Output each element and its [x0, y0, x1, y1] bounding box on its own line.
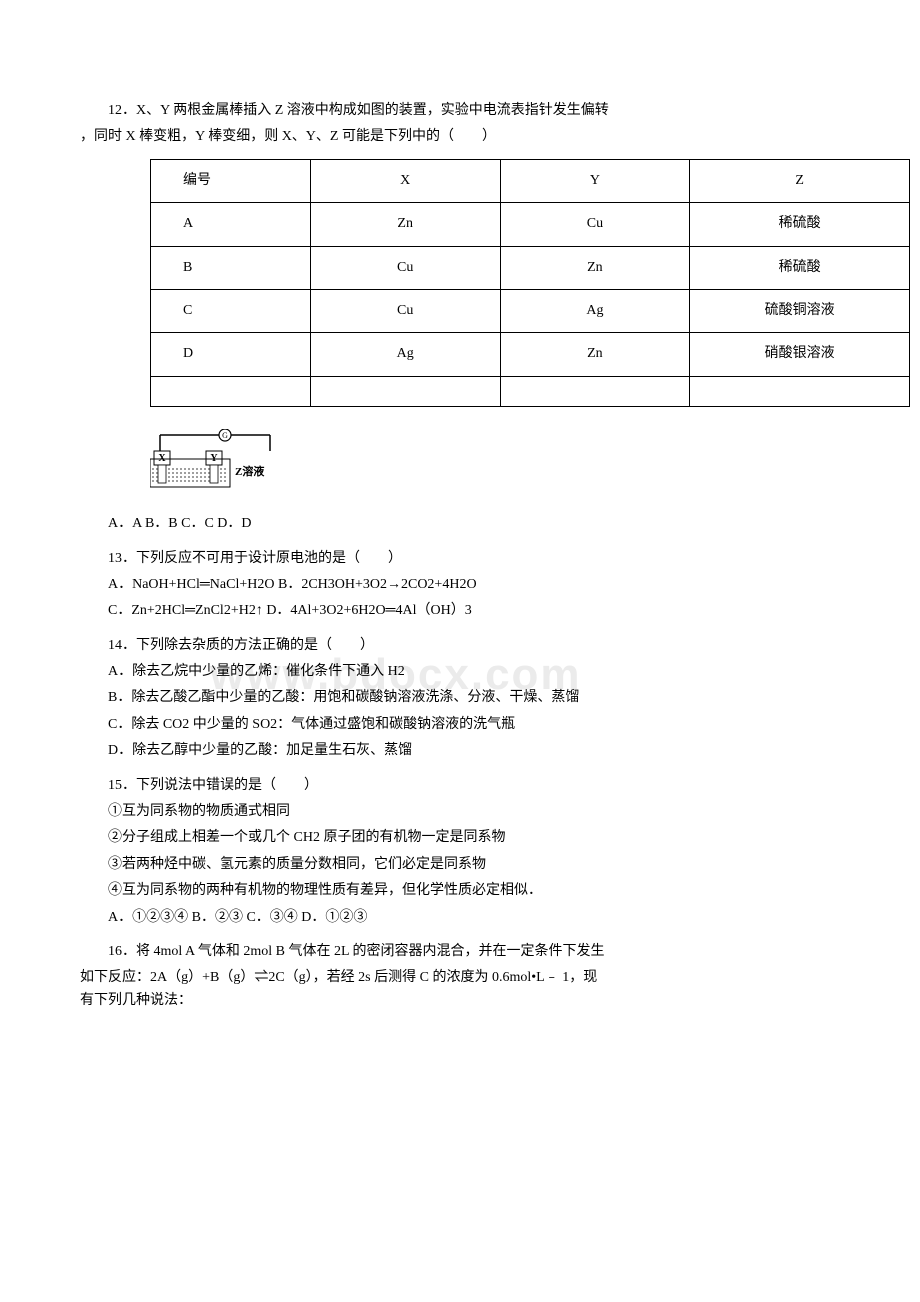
table-row: D Ag Zn 硝酸银溶液 [151, 333, 910, 376]
table-empty-row [151, 376, 910, 406]
q16-line1: 16．将 4mol A 气体和 2mol B 气体在 2L 的密闭容器内混合，并… [80, 941, 840, 963]
cell-z: 稀硫酸 [690, 203, 910, 246]
cell-x: Zn [310, 203, 500, 246]
q16-line3: 有下列几种说法： [80, 990, 840, 1012]
q14-stem: 14．下列除去杂质的方法正确的是（ ） [80, 635, 840, 657]
q12-intro-2: ，同时 X 棒变粗，Y 棒变细，则 X、Y、Z 可能是下列中的（ ） [80, 126, 840, 148]
empty-cell [151, 376, 311, 406]
cell-id: C [151, 289, 311, 332]
q13-line1: A．NaOH+HCl═NaCl+H2O B．2CH3OH+3O2→2CO2+4H… [80, 574, 840, 596]
q14-optA: A．除去乙烷中少量的乙烯：催化条件下通入 H2 [80, 661, 840, 683]
q15-s3: ③若两种烃中碳、氢元素的质量分数相同，它们必定是同系物 [80, 854, 840, 876]
cell-x: Cu [310, 289, 500, 332]
q15-options: A．①②③④ B．②③ C．③④ D．①②③ [80, 907, 840, 929]
cell-y: Ag [500, 289, 690, 332]
q14-optD: D．除去乙醇中少量的乙酸：加足量生石灰、蒸馏 [80, 740, 840, 762]
circuit-diagram: G X Y Z溶液 [150, 429, 310, 493]
q14-optB: B．除去乙酸乙酯中少量的乙酸：用饱和碳酸钠溶液洗涤、分液、干燥、蒸馏 [80, 687, 840, 709]
cell-id: D [151, 333, 311, 376]
q12-intro-1: 12．X、Y 两根金属棒插入 Z 溶液中构成如图的装置，实验中电流表指针发生偏转 [80, 100, 840, 122]
q15-s1: ①互为同系物的物质通式相同 [80, 801, 840, 823]
q15-s4: ④互为同系物的两种有机物的物理性质有差异，但化学性质必定相似． [80, 880, 840, 902]
cell-id: B [151, 246, 311, 289]
q15-stem: 15．下列说法中错误的是（ ） [80, 775, 840, 797]
cell-x: Cu [310, 246, 500, 289]
empty-cell [310, 376, 500, 406]
ammeter-label: G [222, 431, 228, 440]
cell-x: Ag [310, 333, 500, 376]
q12-table: 编号 X Y Z A Zn Cu 稀硫酸 B Cu Zn 稀硫酸 C Cu Ag… [150, 159, 910, 407]
cell-id: A [151, 203, 311, 246]
table-header-row: 编号 X Y Z [151, 159, 910, 202]
solution-label: Z溶液 [235, 464, 265, 478]
q14-optC: C．除去 CO2 中少量的 SO2：气体通过盛饱和碳酸钠溶液的洗气瓶 [80, 714, 840, 736]
cell-z: 稀硫酸 [690, 246, 910, 289]
q15-s2: ②分子组成上相差一个或几个 CH2 原子团的有机物一定是同系物 [80, 827, 840, 849]
q16-line2: 如下反应：2A（g）+B（g）⇌2C（g），若经 2s 后测得 C 的浓度为 0… [80, 967, 840, 989]
cell-z: 硝酸银溶液 [690, 333, 910, 376]
empty-cell [690, 376, 910, 406]
table-row: B Cu Zn 稀硫酸 [151, 246, 910, 289]
table-row: C Cu Ag 硫酸铜溶液 [151, 289, 910, 332]
cell-z: 硫酸铜溶液 [690, 289, 910, 332]
cell-y: Cu [500, 203, 690, 246]
th-id: 编号 [151, 159, 311, 202]
table-row: A Zn Cu 稀硫酸 [151, 203, 910, 246]
th-z: Z [690, 159, 910, 202]
cell-y: Zn [500, 333, 690, 376]
cell-y: Zn [500, 246, 690, 289]
q13-line2: C．Zn+2HCl═ZnCl2+H2↑ D．4Al+3O2+6H2O═4Al（O… [80, 600, 840, 622]
th-y: Y [500, 159, 690, 202]
empty-cell [500, 376, 690, 406]
q12-options: A．A B．B C．C D．D [80, 513, 840, 535]
q13-stem: 13．下列反应不可用于设计原电池的是（ ） [80, 548, 840, 570]
th-x: X [310, 159, 500, 202]
